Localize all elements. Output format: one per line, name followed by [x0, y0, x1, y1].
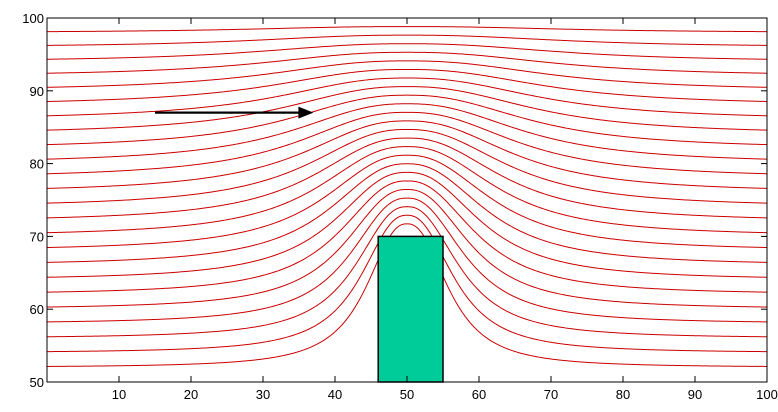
x-tick-label-50: 50	[400, 387, 414, 402]
streamline-15	[46, 103, 768, 160]
streamline-4	[46, 197, 768, 323]
x-tick-label-80: 80	[616, 387, 630, 402]
streamline-13	[46, 120, 768, 189]
streamline-20	[46, 60, 768, 88]
y-tick-label-100: 100	[22, 11, 44, 26]
flow-direction-arrow	[155, 106, 314, 119]
obstacle-block	[377, 235, 444, 383]
streamline-17	[46, 86, 768, 131]
x-tick-label-30: 30	[256, 387, 270, 402]
x-tick-label-40: 40	[328, 387, 342, 402]
x-tick-label-20: 20	[184, 387, 198, 402]
streamline-10	[46, 146, 768, 234]
streamline-11	[46, 137, 768, 219]
streamline-2	[46, 214, 768, 353]
streamline-8	[46, 163, 768, 263]
arrow-head	[298, 106, 314, 119]
streamline-21	[46, 51, 768, 74]
streamline-18	[46, 77, 768, 117]
x-tick-label-90: 90	[688, 387, 702, 402]
streamline-19	[46, 68, 768, 102]
x-tick-label-70: 70	[544, 387, 558, 402]
x-tick-label-60: 60	[472, 387, 486, 402]
streamline-7	[46, 171, 768, 278]
axis-ticks: 10 20 30 40 50 60 70 80 90 100 50 60 70 80 90 100	[22, 11, 778, 402]
y-tick-label-60: 60	[30, 302, 44, 317]
y-tick-label-90: 90	[30, 84, 44, 99]
y-tick-label-80: 80	[30, 157, 44, 172]
streamline-23	[46, 34, 768, 46]
streamline-9	[46, 154, 768, 249]
streamline-12	[46, 128, 768, 204]
streamline-16	[46, 94, 768, 146]
streamline-6	[46, 180, 768, 293]
x-tick-label-100: 100	[756, 387, 778, 402]
streamline-1	[46, 223, 768, 367]
y-tick-label-50: 50	[30, 375, 44, 390]
streamline-22	[46, 43, 768, 60]
plot-frame	[46, 17, 768, 383]
streamline-24	[46, 26, 768, 33]
x-tick-label-10: 10	[112, 387, 126, 402]
streamline-5	[46, 189, 768, 308]
y-tick-label-70: 70	[30, 229, 44, 244]
streamline-3	[46, 206, 768, 338]
streamline-14	[46, 111, 768, 175]
